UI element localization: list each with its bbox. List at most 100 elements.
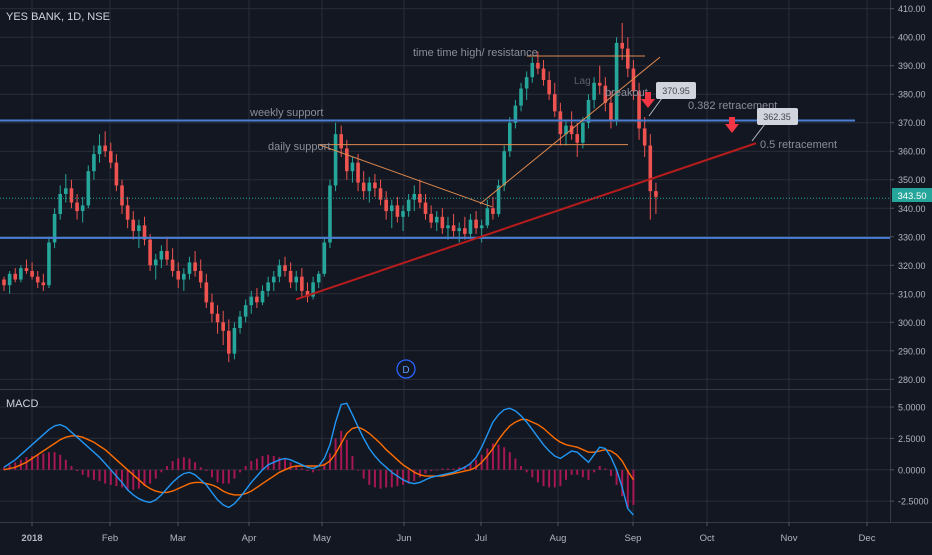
time-tick-label: Apr: [242, 533, 257, 544]
macd-histogram-bar: [47, 452, 50, 470]
candle-body: [406, 199, 411, 212]
macd-histogram-bar: [424, 469, 427, 474]
dividend-badge[interactable]: D: [396, 359, 416, 379]
candle-body: [401, 211, 405, 217]
macd-histogram-bar: [446, 468, 449, 470]
price-tick-label: 390.00: [898, 61, 926, 71]
macd-histogram-bar: [25, 457, 28, 470]
candle-body: [35, 276, 40, 283]
macd-histogram-bar: [385, 469, 388, 488]
candle-body: [24, 268, 29, 271]
macd-histogram-bar: [368, 469, 371, 485]
candle-body: [384, 199, 388, 212]
candle-body: [637, 91, 641, 129]
macd-histogram-bar: [165, 466, 168, 470]
macd-histogram-bar: [486, 448, 489, 470]
macd-histogram-bar: [407, 469, 410, 484]
candle-body: [47, 242, 51, 286]
price-axis[interactable]: 410.00 400.00 390.00 380.00 370.00 360.00 350.…: [890, 4, 926, 385]
macd-histogram-bar: [441, 468, 444, 470]
callout-370-pointer: [648, 97, 663, 117]
candle-body: [131, 219, 136, 232]
macd-histogram-bar: [475, 459, 478, 470]
candle-body: [187, 262, 192, 274]
candle-body: [86, 171, 91, 206]
macd-histogram-bar: [458, 467, 461, 470]
candle-body: [451, 225, 456, 232]
macd-histogram-bar: [59, 454, 62, 470]
candle-body: [153, 259, 158, 266]
candle-body: [463, 228, 467, 234]
macd-histogram-bar: [8, 464, 11, 470]
macd-histogram-bar: [491, 443, 494, 470]
time-tick-label: Aug: [550, 533, 567, 544]
candle-body: [294, 276, 299, 283]
candle-body: [120, 185, 124, 206]
candle-body: [395, 205, 400, 217]
macd-histogram-bar: [503, 447, 506, 470]
candle-body: [142, 225, 147, 240]
candle-body: [378, 188, 383, 200]
candle-body: [255, 296, 259, 303]
macd-histogram-bar: [92, 469, 95, 480]
candle-body: [316, 273, 321, 283]
candle-body: [80, 205, 85, 212]
macd-histogram-bar: [36, 454, 39, 470]
down-arrow-icon: [641, 92, 655, 108]
macd-histogram-bar: [497, 444, 500, 470]
candle-body: [581, 122, 585, 143]
last-price-tag-box: [892, 188, 932, 202]
macd-histogram-bar: [171, 461, 174, 470]
candle-body: [479, 225, 484, 229]
grid: [0, 0, 890, 522]
macd-histogram-bar: [576, 469, 579, 475]
candle-body: [333, 134, 338, 186]
candle-body: [13, 273, 18, 280]
candle-body: [547, 79, 551, 95]
candle-body: [496, 185, 501, 214]
macd-histogram-bar: [553, 469, 556, 488]
callout-370-box: [656, 82, 696, 99]
macd-histogram-bar: [210, 469, 213, 478]
macd-histogram-bar: [396, 469, 399, 487]
candle-body: [339, 134, 343, 149]
macd-histogram-bar: [340, 430, 343, 470]
candle-body: [260, 290, 265, 303]
candle-body: [41, 282, 46, 286]
candle-body: [52, 213, 57, 243]
macd-histogram-bar: [126, 469, 129, 490]
candle-body: [288, 270, 293, 283]
macd-histogram-bar: [98, 469, 101, 482]
candle-body: [64, 188, 68, 194]
macd-histogram-bar: [525, 469, 528, 473]
candle-body: [373, 182, 377, 189]
macd-histogram-bar: [149, 469, 152, 484]
macd-axis[interactable]: 5.0000 2.5000 0.0000 -2.5000: [890, 403, 929, 507]
macd-histogram-bar: [199, 467, 202, 470]
candle-body: [322, 242, 327, 274]
candle-body: [227, 330, 231, 354]
time-axis[interactable]: 2018 Feb Mar Apr May Jun Jul Aug Sep Oct Nov Dec: [21, 522, 876, 544]
macd-histogram-bar: [604, 468, 607, 470]
macd-histogram-bar: [430, 469, 433, 472]
callout-370[interactable]: 370.95: [648, 82, 696, 117]
candle-body: [620, 42, 624, 49]
callout-362[interactable]: 362.35: [751, 108, 798, 142]
candle-body: [159, 251, 164, 260]
candle-body: [631, 68, 636, 92]
macd-histogram-bar: [508, 452, 511, 470]
macd-histogram-bar: [373, 469, 376, 488]
macd-histogram-bar: [31, 456, 34, 470]
dividend-badge-circle: [396, 359, 416, 379]
major-trendline: [295, 142, 757, 301]
macd-histogram-bar: [559, 469, 562, 487]
macd-tick-label: 5.0000: [898, 403, 926, 413]
time-tick-label: 2018: [21, 533, 42, 544]
candle-body: [642, 128, 647, 146]
macd-histogram-bar: [233, 469, 236, 479]
candle-body: [609, 102, 613, 120]
callout-362-pointer: [751, 123, 766, 142]
time-tick-label: Nov: [781, 533, 798, 544]
